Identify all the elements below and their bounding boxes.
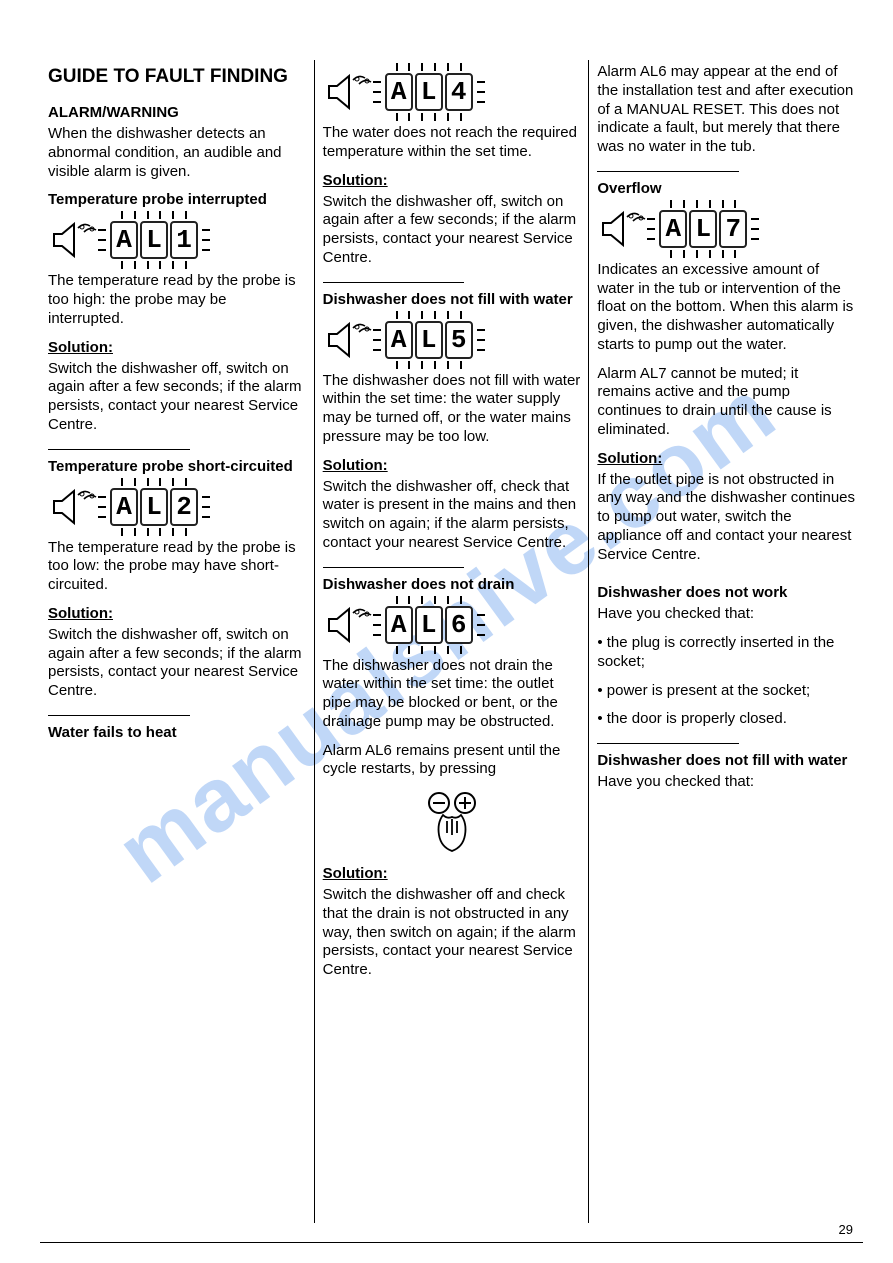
- al2-solution-title: Solution:: [48, 605, 306, 622]
- al2-desc: The temperature read by the probe is too…: [48, 539, 306, 595]
- column-2: AL4 The water does not reach the require…: [314, 60, 589, 1223]
- speaker-icon: [323, 318, 379, 362]
- facts-check: Have you checked that:: [597, 605, 855, 624]
- al7-lcd: AL7: [659, 210, 747, 248]
- page-content: GUIDE TO FAULT FINDING ALARM/WARNING Whe…: [0, 0, 893, 1263]
- alarm-intro: When the dishwasher detects an abnormal …: [48, 125, 306, 181]
- al7-note: Alarm AL7 cannot be muted; it remains ac…: [597, 365, 855, 440]
- al6-desc: The dishwasher does not drain the water …: [323, 657, 581, 732]
- al6-note1: Alarm AL6 remains present until the cycl…: [323, 742, 581, 780]
- alarm-heading: ALARM/WARNING: [48, 104, 306, 121]
- page-title: GUIDE TO FAULT FINDING: [48, 66, 306, 88]
- divider: [323, 567, 465, 568]
- facts-b2: • power is present at the socket;: [597, 682, 855, 701]
- al6-lcd: AL6: [385, 606, 473, 644]
- al7-solution: If the outlet pipe is not obstructed in …: [597, 471, 855, 565]
- al6-solution: Switch the dishwasher off and check that…: [323, 886, 581, 980]
- facts-title: Dishwasher does not work: [597, 584, 855, 601]
- al5-solution-title: Solution:: [323, 457, 581, 474]
- speaker-icon: [323, 70, 379, 114]
- speaker-icon: [597, 207, 653, 251]
- plus-minus-hand-icon: [417, 789, 487, 859]
- al6-note: Alarm AL6 may appear at the end of the i…: [597, 63, 855, 157]
- facts-b1: • the plug is correctly inserted in the …: [597, 634, 855, 672]
- al2-lcd: AL2: [110, 488, 198, 526]
- al4-solution: Switch the dishwasher off, switch on aga…: [323, 193, 581, 268]
- al7-display: AL7: [597, 207, 855, 251]
- nowater-title: Dishwasher does not fill with water: [597, 752, 855, 769]
- al4-solution-title: Solution:: [323, 172, 581, 189]
- speaker-icon: [48, 218, 104, 262]
- speaker-icon: [323, 603, 379, 647]
- al5-display: AL5: [323, 318, 581, 362]
- al5-title: Dishwasher does not fill with water: [323, 291, 581, 308]
- al1-solution-title: Solution:: [48, 339, 306, 356]
- al1-desc: The temperature read by the probe is too…: [48, 272, 306, 328]
- al1-display: AL1: [48, 218, 306, 262]
- al2-solution: Switch the dishwasher off, switch on aga…: [48, 626, 306, 701]
- al7-solution-title: Solution:: [597, 450, 855, 467]
- al5-solution: Switch the dishwasher off, check that wa…: [323, 478, 581, 553]
- facts-b3: • the door is properly closed.: [597, 710, 855, 729]
- al7-title: Overflow: [597, 180, 855, 197]
- speaker-icon: [48, 485, 104, 529]
- column-1: GUIDE TO FAULT FINDING ALARM/WARNING Whe…: [40, 60, 314, 1223]
- al6-title: Dishwasher does not drain: [323, 576, 581, 593]
- al6-solution-title: Solution:: [323, 865, 581, 882]
- al1-solution: Switch the dishwasher off, switch on aga…: [48, 360, 306, 435]
- al7-desc: Indicates an excessive amount of water i…: [597, 261, 855, 355]
- nowater-check: Have you checked that:: [597, 773, 855, 792]
- al5-lcd: AL5: [385, 321, 473, 359]
- al4-lcd: AL4: [385, 73, 473, 111]
- al5-desc: The dishwasher does not fill with water …: [323, 372, 581, 447]
- divider: [597, 743, 739, 744]
- al1-title: Temperature probe interrupted: [48, 191, 306, 208]
- divider: [597, 171, 739, 172]
- divider: [48, 715, 190, 716]
- al6-display: AL6: [323, 603, 581, 647]
- divider: [323, 282, 465, 283]
- al2-display: AL2: [48, 485, 306, 529]
- al1-lcd: AL1: [110, 221, 198, 259]
- al4-title: Water fails to heat: [48, 724, 306, 741]
- column-3: Alarm AL6 may appear at the end of the i…: [588, 60, 863, 1223]
- al4-display: AL4: [323, 70, 581, 114]
- divider: [48, 449, 190, 450]
- al2-title: Temperature probe short-circuited: [48, 458, 306, 475]
- al4-desc: The water does not reach the required te…: [323, 124, 581, 162]
